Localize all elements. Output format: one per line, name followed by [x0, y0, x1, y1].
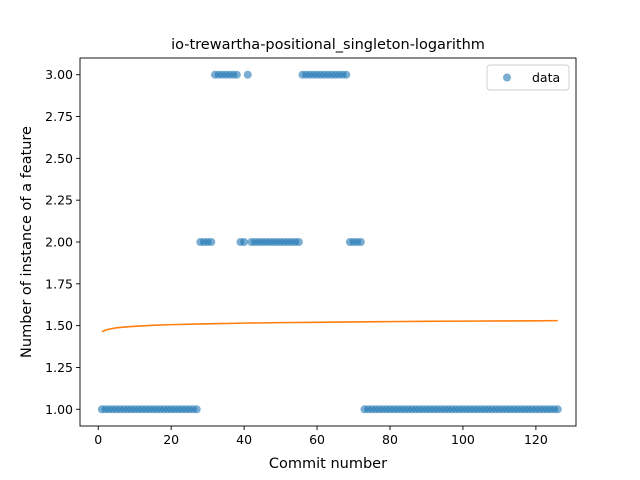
y-tick-label: 2.50 — [45, 151, 73, 166]
y-tick-label: 1.00 — [45, 402, 73, 417]
data-point — [553, 405, 562, 414]
y-tick-label: 3.00 — [45, 67, 73, 82]
data-point — [243, 70, 252, 79]
y-tick-label: 1.50 — [45, 318, 73, 333]
plot-area — [97, 70, 562, 414]
x-tick-label: 20 — [163, 432, 179, 447]
x-tick-label: 40 — [236, 432, 252, 447]
data-point — [240, 238, 249, 246]
chart-title: io-trewartha-positional_singleton-logari… — [171, 37, 485, 53]
fit-line — [101, 319, 558, 333]
y-tick-label: 2.00 — [45, 235, 73, 250]
x-axis-label: Commit number — [269, 456, 387, 472]
data-point — [356, 238, 365, 246]
axes: 0 20 40 60 80 100 120 1.00 1.25 1.50 1.75 2.00 2.25 2… — [45, 57, 577, 447]
data-point — [207, 238, 216, 246]
x-tick-label: 60 — [309, 432, 325, 447]
x-tick-label: 0 — [94, 432, 102, 447]
x-tick-label: 120 — [524, 432, 548, 447]
legend: data — [486, 64, 570, 91]
legend-marker — [503, 73, 511, 82]
legend-label: data — [532, 70, 560, 85]
data-point — [192, 405, 201, 414]
y-tick-label: 2.25 — [45, 193, 73, 208]
y-tick-label: 1.25 — [45, 360, 73, 375]
data-point — [342, 70, 351, 79]
y-axis-label: Number of instance of a feature — [19, 126, 35, 358]
x-tick-label: 80 — [382, 432, 398, 447]
y-tick-label: 2.75 — [45, 109, 73, 124]
data-point — [294, 238, 303, 246]
x-tick-label: 100 — [451, 432, 475, 447]
y-tick-label: 1.75 — [45, 276, 73, 291]
data-point — [232, 70, 241, 79]
legend-box — [486, 64, 570, 91]
